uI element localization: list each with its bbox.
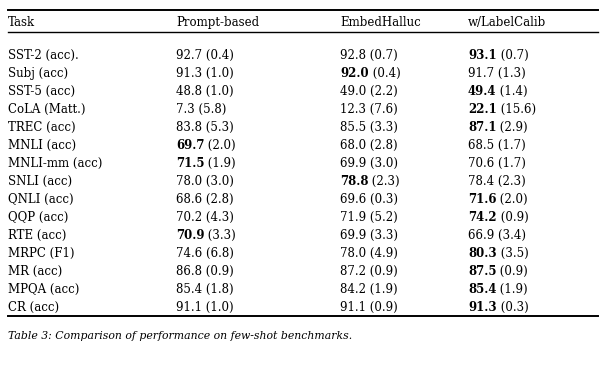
Text: RTE (acc): RTE (acc)	[8, 229, 66, 241]
Text: (3.3): (3.3)	[205, 229, 236, 241]
Text: SST-2 (acc).: SST-2 (acc).	[8, 49, 79, 62]
Text: CoLA (Matt.): CoLA (Matt.)	[8, 103, 86, 116]
Text: 49.4: 49.4	[468, 85, 496, 98]
Text: (2.9): (2.9)	[496, 121, 528, 134]
Text: 69.6 (0.3): 69.6 (0.3)	[340, 192, 398, 205]
Text: 70.2 (4.3): 70.2 (4.3)	[176, 211, 234, 223]
Text: Prompt-based: Prompt-based	[176, 16, 259, 29]
Text: (15.6): (15.6)	[496, 103, 536, 116]
Text: 80.3: 80.3	[468, 247, 496, 260]
Text: 71.5: 71.5	[176, 156, 205, 170]
Text: (3.5): (3.5)	[496, 247, 528, 260]
Text: (2.3): (2.3)	[368, 174, 400, 188]
Text: MRPC (F1): MRPC (F1)	[8, 247, 74, 260]
Text: 85.5 (3.3): 85.5 (3.3)	[340, 121, 398, 134]
Text: MNLI (acc): MNLI (acc)	[8, 139, 76, 152]
Text: 91.3 (1.0): 91.3 (1.0)	[176, 67, 234, 80]
Text: 87.1: 87.1	[468, 121, 496, 134]
Text: 87.5: 87.5	[468, 265, 496, 278]
Text: 71.6: 71.6	[468, 192, 496, 205]
Text: CR (acc): CR (acc)	[8, 301, 59, 314]
Text: 86.8 (0.9): 86.8 (0.9)	[176, 265, 234, 278]
Text: 68.6 (2.8): 68.6 (2.8)	[176, 192, 234, 205]
Text: 85.4: 85.4	[468, 283, 496, 296]
Text: 92.8 (0.7): 92.8 (0.7)	[340, 49, 398, 62]
Text: 22.1: 22.1	[468, 103, 496, 116]
Text: 91.1 (0.9): 91.1 (0.9)	[340, 301, 398, 314]
Text: 69.9 (3.3): 69.9 (3.3)	[340, 229, 398, 241]
Text: Table 3: Comparison of performance on few-shot benchmarks.: Table 3: Comparison of performance on fe…	[8, 331, 352, 341]
Text: 70.9: 70.9	[176, 229, 205, 241]
Text: 91.3: 91.3	[468, 301, 496, 314]
Text: (2.0): (2.0)	[496, 192, 528, 205]
Text: Task: Task	[8, 16, 35, 29]
Text: 70.6 (1.7): 70.6 (1.7)	[468, 156, 526, 170]
Text: 91.7 (1.3): 91.7 (1.3)	[468, 67, 525, 80]
Text: 68.0 (2.8): 68.0 (2.8)	[340, 139, 397, 152]
Text: 78.4 (2.3): 78.4 (2.3)	[468, 174, 525, 188]
Text: Subj (acc): Subj (acc)	[8, 67, 68, 80]
Text: 69.7: 69.7	[176, 139, 205, 152]
Text: 87.2 (0.9): 87.2 (0.9)	[340, 265, 398, 278]
Text: (0.9): (0.9)	[496, 265, 528, 278]
Text: 7.3 (5.8): 7.3 (5.8)	[176, 103, 226, 116]
Text: SST-5 (acc): SST-5 (acc)	[8, 85, 75, 98]
Text: 66.9 (3.4): 66.9 (3.4)	[468, 229, 526, 241]
Text: 78.0 (4.9): 78.0 (4.9)	[340, 247, 398, 260]
Text: MNLI-mm (acc): MNLI-mm (acc)	[8, 156, 102, 170]
Text: 69.9 (3.0): 69.9 (3.0)	[340, 156, 398, 170]
Text: 12.3 (7.6): 12.3 (7.6)	[340, 103, 398, 116]
Text: (1.9): (1.9)	[205, 156, 236, 170]
Text: 92.0: 92.0	[340, 67, 368, 80]
Text: EmbedHalluc: EmbedHalluc	[340, 16, 421, 29]
Text: 68.5 (1.7): 68.5 (1.7)	[468, 139, 525, 152]
Text: 71.9 (5.2): 71.9 (5.2)	[340, 211, 398, 223]
Text: (0.4): (0.4)	[368, 67, 400, 80]
Text: 78.8: 78.8	[340, 174, 368, 188]
Text: 91.1 (1.0): 91.1 (1.0)	[176, 301, 234, 314]
Text: QQP (acc): QQP (acc)	[8, 211, 68, 223]
Text: MR (acc): MR (acc)	[8, 265, 62, 278]
Text: 74.2: 74.2	[468, 211, 496, 223]
Text: w/LabelCalib: w/LabelCalib	[468, 16, 546, 29]
Text: MPQA (acc): MPQA (acc)	[8, 283, 79, 296]
Text: 84.2 (1.9): 84.2 (1.9)	[340, 283, 397, 296]
Text: 83.8 (5.3): 83.8 (5.3)	[176, 121, 234, 134]
Text: (2.0): (2.0)	[205, 139, 236, 152]
Text: SNLI (acc): SNLI (acc)	[8, 174, 72, 188]
Text: 85.4 (1.8): 85.4 (1.8)	[176, 283, 234, 296]
Text: (1.9): (1.9)	[496, 283, 528, 296]
Text: 92.7 (0.4): 92.7 (0.4)	[176, 49, 234, 62]
Text: 93.1: 93.1	[468, 49, 496, 62]
Text: (0.7): (0.7)	[496, 49, 528, 62]
Text: 48.8 (1.0): 48.8 (1.0)	[176, 85, 234, 98]
Text: TREC (acc): TREC (acc)	[8, 121, 76, 134]
Text: (1.4): (1.4)	[496, 85, 528, 98]
Text: 74.6 (6.8): 74.6 (6.8)	[176, 247, 234, 260]
Text: (0.9): (0.9)	[496, 211, 528, 223]
Text: 78.0 (3.0): 78.0 (3.0)	[176, 174, 234, 188]
Text: 49.0 (2.2): 49.0 (2.2)	[340, 85, 398, 98]
Text: (0.3): (0.3)	[496, 301, 528, 314]
Text: QNLI (acc): QNLI (acc)	[8, 192, 74, 205]
